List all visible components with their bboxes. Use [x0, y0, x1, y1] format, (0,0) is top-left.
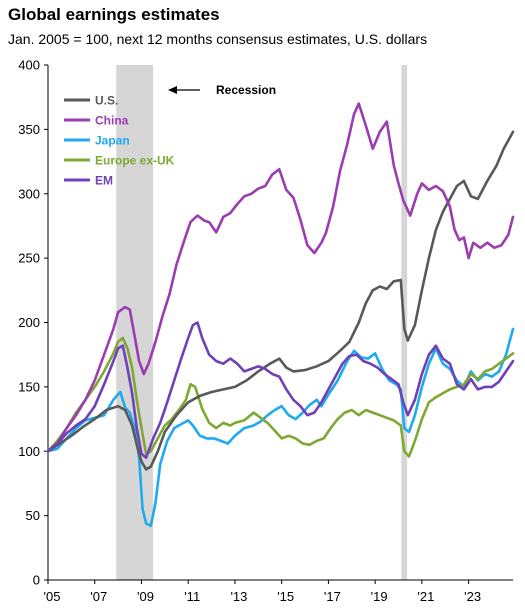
recession-annotation: Recession [168, 83, 276, 97]
x-tick-label: '23 [464, 589, 481, 604]
annotation-arrow-head [168, 86, 177, 94]
y-tick-label: 200 [18, 315, 40, 330]
series-line-europe-ex-uk [46, 336, 515, 458]
legend-label-china: China [95, 114, 129, 128]
x-tick-label: '21 [417, 589, 434, 604]
y-tick-label: 50 [26, 508, 40, 523]
y-tick-label: 350 [18, 122, 40, 137]
y-tick-label: 400 [18, 58, 40, 73]
x-tick-label: '17 [324, 589, 341, 604]
x-tick-label: '15 [277, 589, 294, 604]
x-tick-label: '05 [44, 589, 61, 604]
recession-band-1 [116, 65, 154, 580]
y-tick-label: 250 [18, 251, 40, 266]
series-line-u-s [46, 130, 515, 471]
series-line-china [46, 102, 515, 453]
chart-subtitle: Jan. 2005 = 100, next 12 months consensu… [8, 31, 428, 47]
series-line-em [46, 321, 515, 459]
legend-label-europe-ex-uk: Europe ex-UK [95, 154, 175, 168]
axes: 0 50 100 150 200 250 300 350 400 '05 '07 '09 '11 '13 '… [18, 58, 513, 604]
x-tick-label: '09 [137, 589, 154, 604]
legend-label-em: EM [95, 174, 113, 188]
legend-label-u-s: U.S. [95, 94, 118, 108]
legend-label-japan: Japan [95, 134, 130, 148]
y-tick-label: 0 [33, 573, 40, 588]
series-lines [46, 102, 515, 528]
annotation-label: Recession [216, 83, 276, 97]
y-tick-label: 150 [18, 379, 40, 394]
y-tick-label: 300 [18, 186, 40, 201]
y-tick-label: 100 [18, 444, 40, 459]
x-tick-label: '11 [184, 589, 200, 604]
legend: U.S. China Japan Europe ex-UK EM [64, 94, 175, 188]
x-tick-label: '19 [371, 589, 388, 604]
x-tick-label: '07 [90, 589, 107, 604]
x-tick-label: '13 [230, 589, 247, 604]
chart-title: Global earnings estimates [8, 5, 220, 24]
